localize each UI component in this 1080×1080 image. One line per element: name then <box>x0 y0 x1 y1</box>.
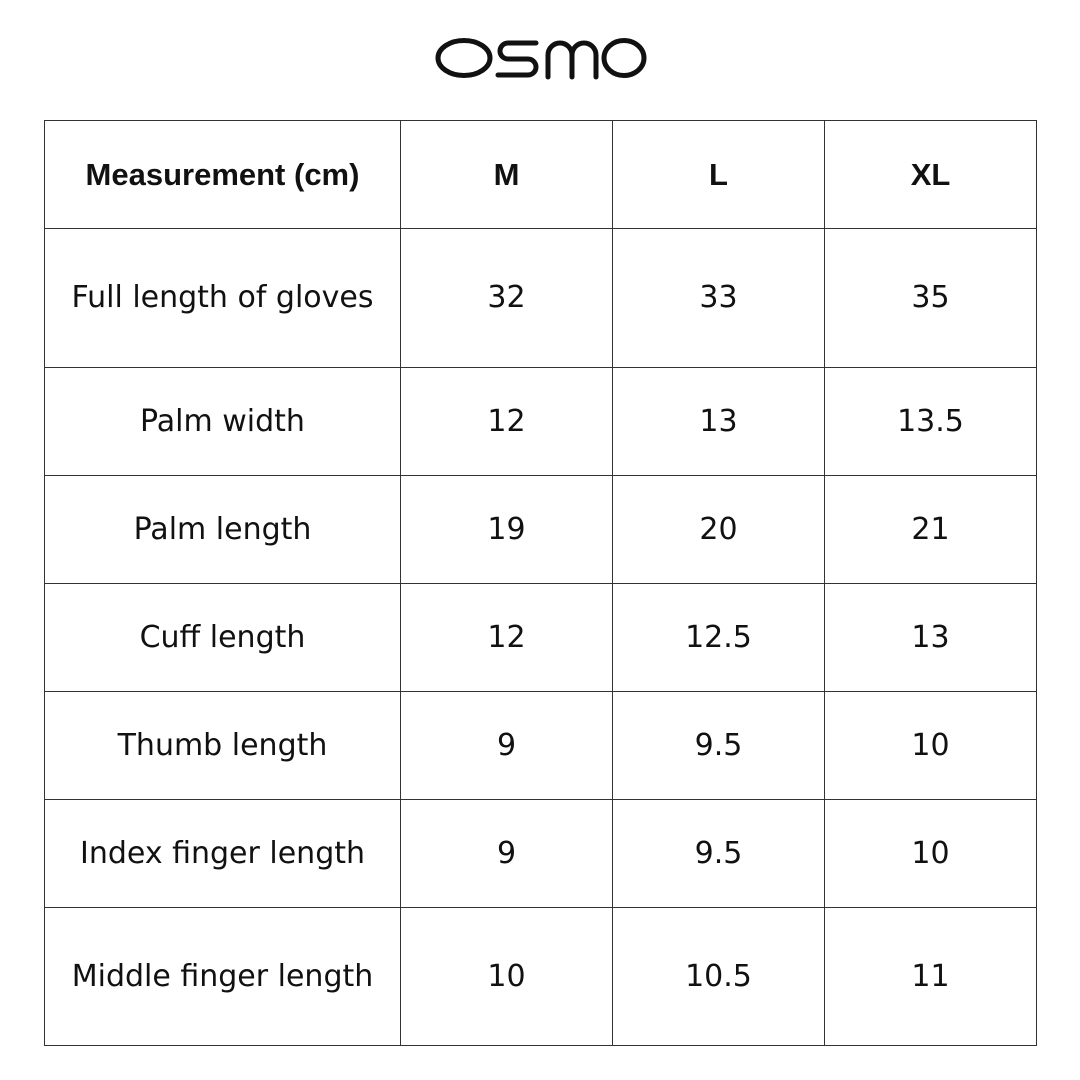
header-size-xl: XL <box>824 120 1037 229</box>
size-value: 19 <box>400 475 613 584</box>
measurement-label: Palm length <box>44 475 401 584</box>
osmo-logo <box>435 38 647 80</box>
size-value: 13 <box>824 583 1037 692</box>
header-measurement: Measurement (cm) <box>44 120 401 229</box>
size-value: 9 <box>400 691 613 800</box>
size-value: 12 <box>400 367 613 476</box>
size-value: 9.5 <box>612 799 825 908</box>
table-row: Cuff length 12 12.5 13 <box>44 583 1037 692</box>
size-value: 20 <box>612 475 825 584</box>
size-value: 13.5 <box>824 367 1037 476</box>
table-row: Thumb length 9 9.5 10 <box>44 691 1037 800</box>
size-value: 13 <box>612 367 825 476</box>
size-value: 32 <box>400 228 613 368</box>
header-row: Measurement (cm) M L XL <box>44 120 1037 229</box>
size-value: 9.5 <box>612 691 825 800</box>
size-value: 10 <box>824 799 1037 908</box>
size-value: 11 <box>824 907 1037 1046</box>
size-value: 21 <box>824 475 1037 584</box>
size-value: 33 <box>612 228 825 368</box>
measurement-label: Palm width <box>44 367 401 476</box>
size-value: 10.5 <box>612 907 825 1046</box>
size-value: 12.5 <box>612 583 825 692</box>
measurement-label: Cuff length <box>44 583 401 692</box>
measurement-label: Thumb length <box>44 691 401 800</box>
size-value: 12 <box>400 583 613 692</box>
table-row: Palm length 19 20 21 <box>44 475 1037 584</box>
size-value: 35 <box>824 228 1037 368</box>
measurement-label: Middle finger length <box>44 907 401 1046</box>
size-value: 9 <box>400 799 613 908</box>
size-value: 10 <box>400 907 613 1046</box>
measurement-label: Full length of gloves <box>44 228 401 368</box>
table-row: Palm width 12 13 13.5 <box>44 367 1037 476</box>
header-size-l: L <box>612 120 825 229</box>
size-chart-table: Measurement (cm) M L XL Full length of g… <box>44 120 1037 1046</box>
table-row: Middle finger length 10 10.5 11 <box>44 907 1037 1046</box>
measurement-label: Index finger length <box>44 799 401 908</box>
header-size-m: M <box>400 120 613 229</box>
size-value: 10 <box>824 691 1037 800</box>
table-row: Full length of gloves 32 33 35 <box>44 228 1037 368</box>
table-row: Index finger length 9 9.5 10 <box>44 799 1037 908</box>
